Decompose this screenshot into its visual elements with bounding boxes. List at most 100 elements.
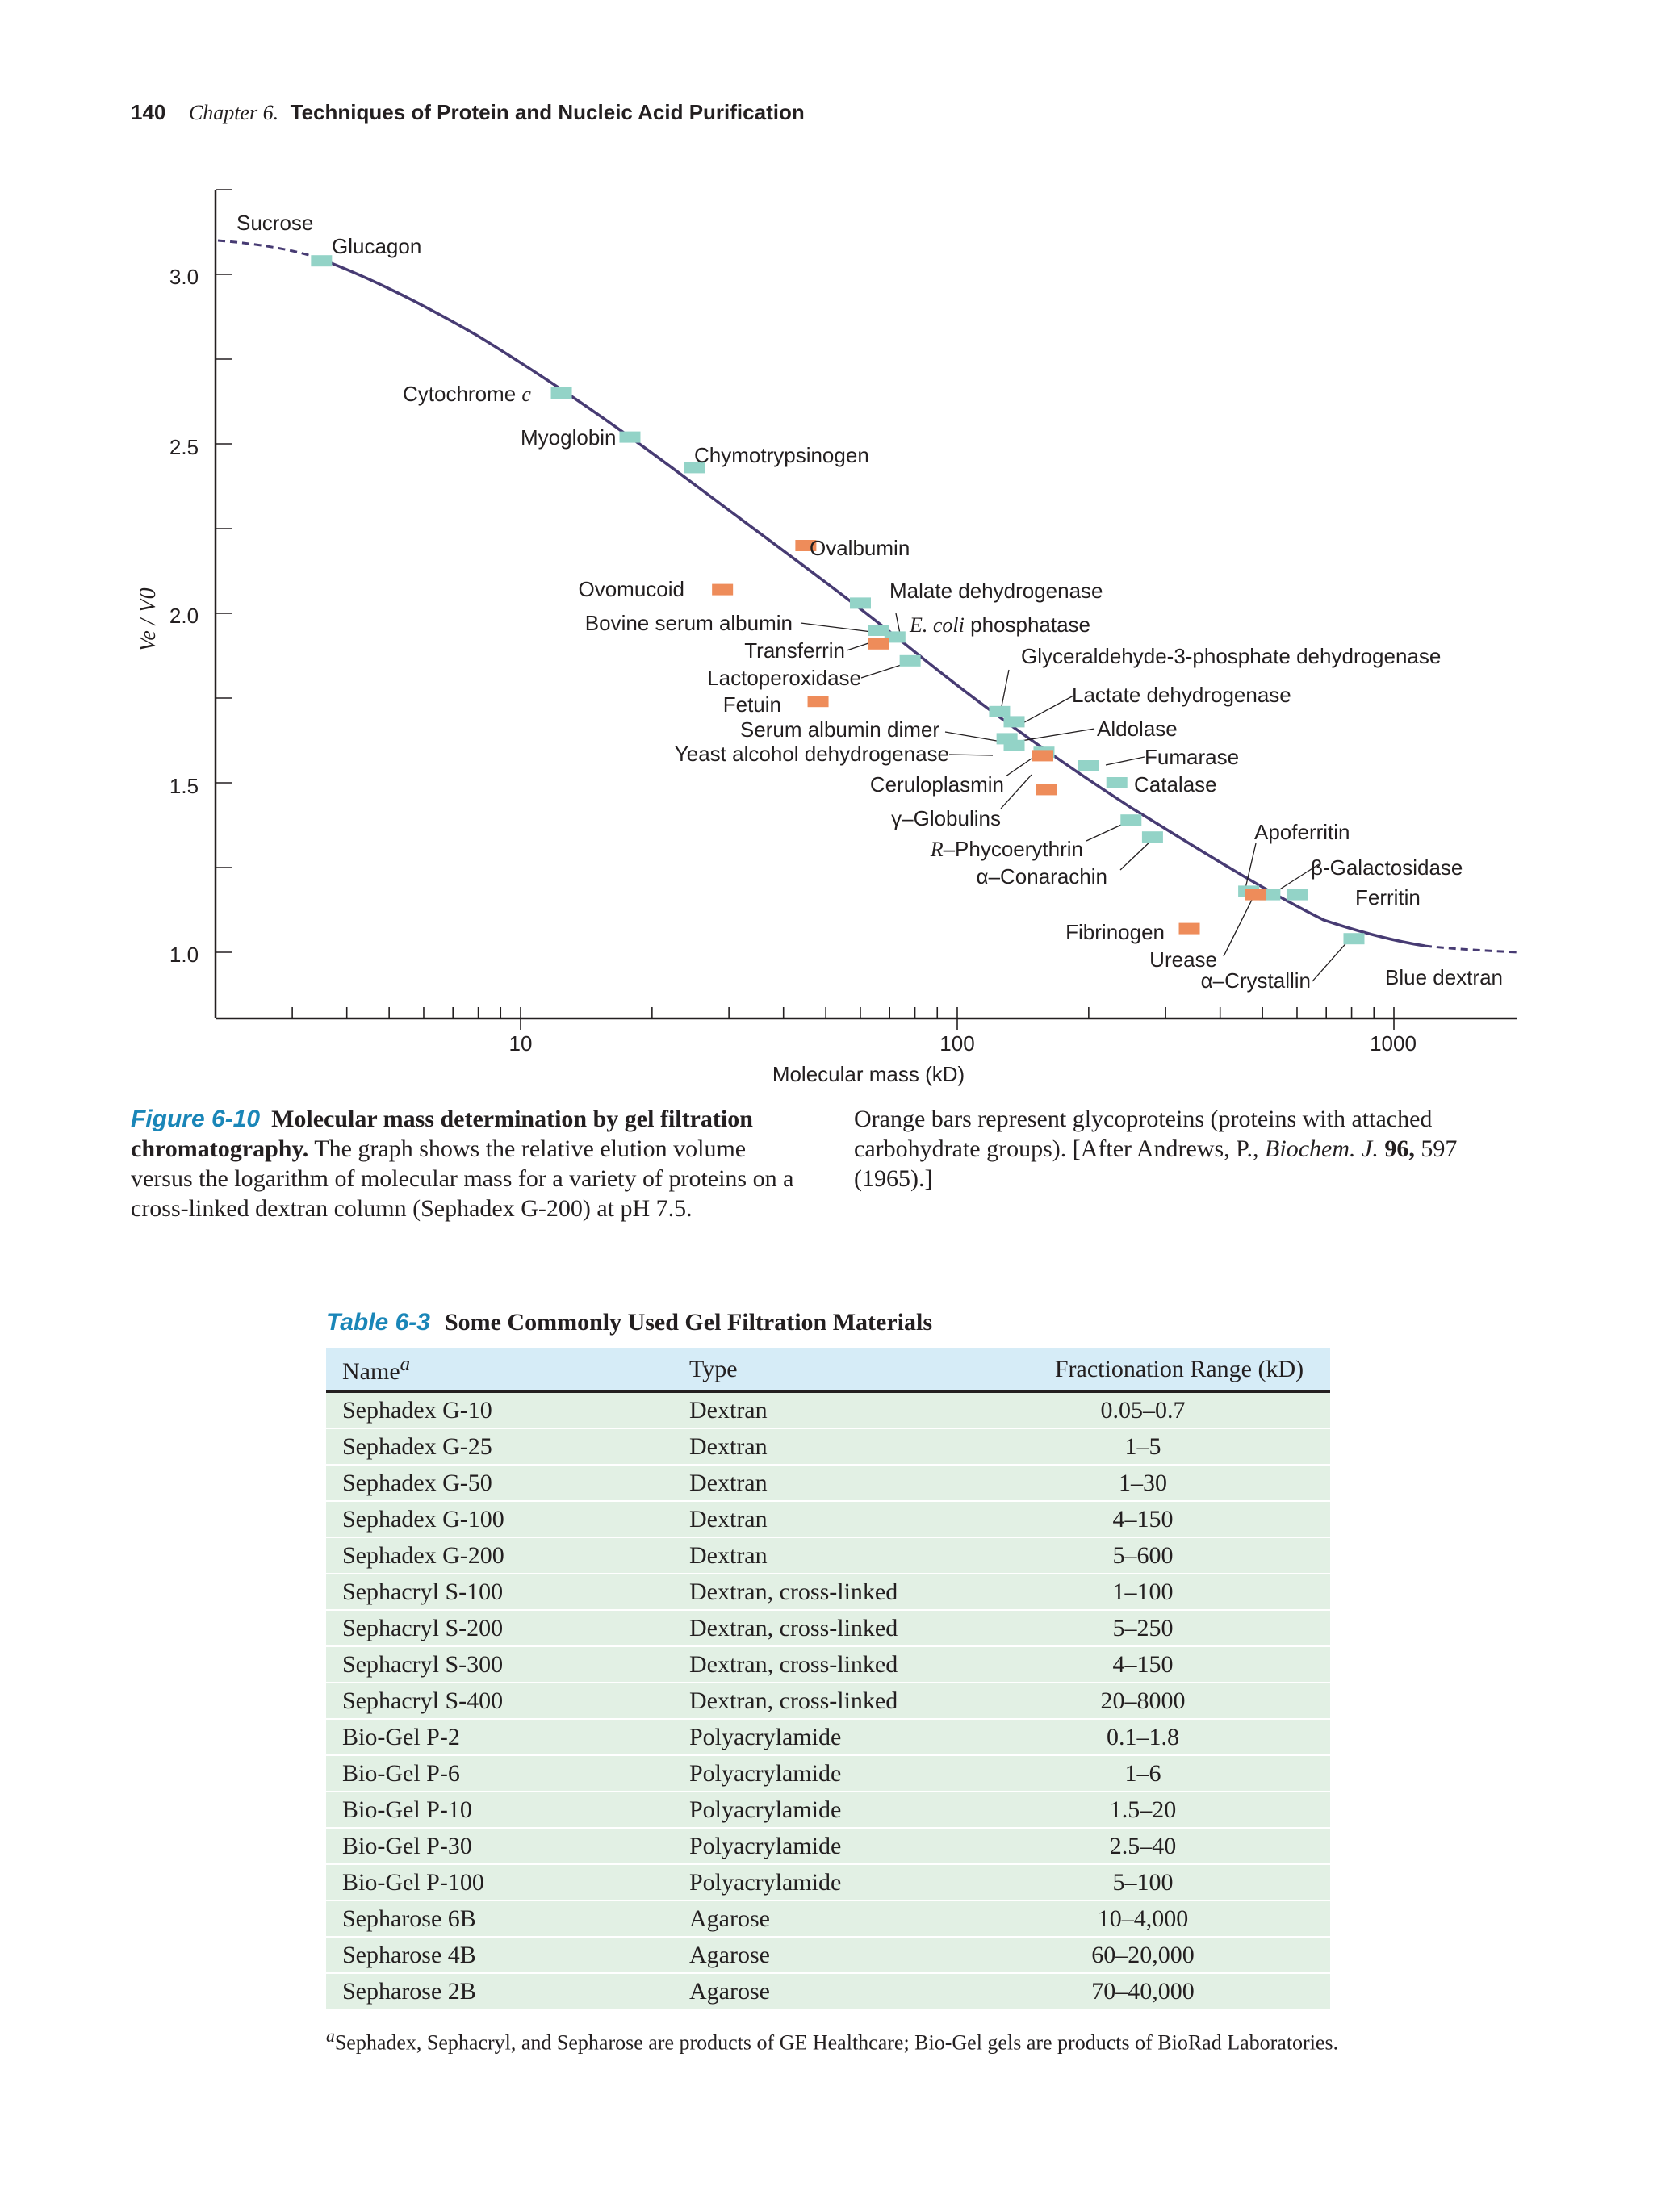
table-row: Sephadex G-10 Dextran 0.05–0.7 (326, 1391, 1330, 1429)
caption-title: Molecular mass determination by gel filt… (131, 1106, 753, 1162)
table-label: Table 6-3 (326, 1309, 430, 1336)
svg-text:Ve / V0: Ve / V0 (136, 587, 161, 651)
y-axis-label-text: Ve / V0 (136, 587, 161, 651)
cell-range: 20–8000 (1028, 1683, 1330, 1720)
label-yadh: Yeast alcohol dehydrogenase (675, 742, 949, 766)
label-cytochrome-text: Cytochrome (403, 382, 516, 406)
protein-point (1078, 760, 1099, 771)
leader-ldh (1016, 695, 1074, 727)
cell-name: Sephacryl S-400 (326, 1683, 673, 1720)
caption-right-text-1: Orange bars represent glycoproteins (pro… (854, 1106, 1433, 1162)
label-urease: Urease (1149, 947, 1217, 972)
cell-name: Bio-Gel P-6 (326, 1755, 673, 1792)
table-row: Sephadex G-100 Dextran 4–150 (326, 1501, 1330, 1538)
label-crystallin: α–Crystallin (1201, 968, 1311, 993)
table-row: Sepharose 4B Agarose 60–20,000 (326, 1937, 1330, 1974)
cell-type: Dextran, cross-linked (673, 1646, 1028, 1683)
label-malate: Malate dehydrogenase (889, 579, 1103, 603)
leader-crystallin (1312, 939, 1350, 982)
x-tick-label: 100 (939, 1031, 974, 1056)
label-sa-dimer: Serum albumin dimer (740, 717, 939, 742)
cell-type: Dextran (673, 1428, 1028, 1466)
glycoprotein-point (1245, 889, 1267, 901)
label-phyco-italic: R (930, 838, 944, 861)
cell-type: Agarose (673, 1937, 1028, 1974)
label-gapdh: Glyceraldehyde-3-phosphate dehydrogenase (1021, 644, 1441, 668)
label-fibrinogen: Fibrinogen (1065, 920, 1165, 944)
cell-range: 4–150 (1028, 1501, 1330, 1538)
table-header-row: Namea Type Fractionation Range (kD) (326, 1348, 1330, 1393)
cell-name: Sephacryl S-200 (326, 1610, 673, 1647)
cell-range: 60–20,000 (1028, 1937, 1330, 1974)
table-row: Bio-Gel P-2 Polyacrylamide 0.1–1.8 (326, 1719, 1330, 1756)
table-row: Sephadex G-200 Dextran 5–600 (326, 1537, 1330, 1574)
column-header-range: Fractionation Range (kD) (1028, 1348, 1330, 1393)
glycoprotein-point (1178, 922, 1200, 935)
cell-range: 5–600 (1028, 1537, 1330, 1574)
label-ferritin: Ferritin (1355, 885, 1421, 909)
chapter-title: Techniques of Protein and Nucleic Acid P… (290, 100, 805, 124)
column-header-name-sup: a (400, 1353, 411, 1375)
protein-point (550, 387, 572, 399)
table-row: Bio-Gel P-100 Polyacrylamide 5–100 (326, 1864, 1330, 1901)
gel-filtration-table: Namea Type Fractionation Range (kD) Seph… (326, 1348, 1330, 2010)
y-tick-label: 3.0 (169, 265, 199, 289)
cell-type: Polyacrylamide (673, 1792, 1028, 1829)
protein-point (849, 597, 871, 609)
column-header-type: Type (673, 1348, 1028, 1393)
glycoprotein-point (868, 638, 889, 650)
protein-point (899, 654, 921, 667)
cell-name: Sephadex G-100 (326, 1501, 673, 1538)
cell-range: 1–30 (1028, 1465, 1330, 1502)
cell-name: Bio-Gel P-30 (326, 1828, 673, 1865)
y-tick-label: 2.5 (169, 435, 199, 459)
cell-range: 10–4,000 (1028, 1900, 1330, 1938)
leader-fumarase (1105, 756, 1145, 766)
label-catalase: Catalase (1134, 772, 1217, 797)
cell-type: Dextran (673, 1501, 1028, 1538)
protein-point (1003, 739, 1025, 751)
cell-name: Sepharose 2B (326, 1973, 673, 2010)
label-cytochrome-c: Cytochrome c (403, 382, 531, 406)
label-transferrin: Transferrin (744, 638, 845, 663)
y-tick-label: 1.0 (169, 943, 199, 967)
cell-name: Sephadex G-200 (326, 1537, 673, 1574)
figure-label: Figure 6-10 (131, 1106, 261, 1132)
label-ecoli: E. coli phosphatase (909, 613, 1090, 637)
page-number: 140 (131, 100, 166, 124)
y-tick-label: 1.5 (169, 774, 199, 798)
label-ldh: Lactate dehydrogenase (1072, 683, 1291, 707)
label-phyco-rest: –Phycoerythrin (944, 837, 1083, 861)
cell-name: Sepharose 6B (326, 1900, 673, 1938)
table-row: Sephacryl S-400 Dextran, cross-linked 20–8… (326, 1683, 1330, 1720)
label-globulins: γ–Globulins (891, 806, 1001, 830)
label-ecoli-italic: E. coli (909, 613, 965, 637)
label-ovomucoid: Ovomucoid (579, 577, 685, 601)
label-ceruloplasmin: Ceruloplasmin (870, 772, 1004, 797)
label-myoglobin: Myoglobin (521, 425, 617, 450)
table-row: Sephacryl S-200 Dextran, cross-linked 5–25… (326, 1610, 1330, 1647)
figure-caption: Figure 6-10 Molecular mass determination … (131, 1104, 801, 1223)
cell-type: Polyacrylamide (673, 1719, 1028, 1756)
cell-type: Dextran, cross-linked (673, 1574, 1028, 1611)
label-ovalbumin: Ovalbumin (810, 536, 910, 560)
leader-conarachin (1119, 838, 1153, 871)
protein-point (1106, 777, 1128, 788)
glycoprotein-point (795, 540, 817, 551)
cell-name: Sephacryl S-100 (326, 1574, 673, 1611)
glycoprotein-point (807, 696, 829, 708)
chapter-number: Chapter 6. (188, 101, 279, 124)
cell-name: Sephacryl S-300 (326, 1646, 673, 1683)
table-row: Bio-Gel P-30 Polyacrylamide 2.5–40 (326, 1828, 1330, 1865)
figure-caption-continued: Orange bars represent glycoproteins (pro… (854, 1104, 1524, 1194)
cell-range: 1–5 (1028, 1428, 1330, 1466)
protein-point (684, 462, 705, 474)
cell-type: Dextran (673, 1465, 1028, 1502)
label-glucagon: Glucagon (332, 234, 421, 258)
cell-name: Sephadex G-50 (326, 1465, 673, 1502)
footnote-marker: a (326, 2026, 335, 2046)
caption-volume: 96, (1384, 1135, 1415, 1162)
leader-sa-dimer (944, 731, 998, 742)
y-axis-label: Ve / V0 (136, 587, 161, 651)
table-footnote: aSephadex, Sephacryl, and Sepharose are … (326, 2023, 1343, 2056)
